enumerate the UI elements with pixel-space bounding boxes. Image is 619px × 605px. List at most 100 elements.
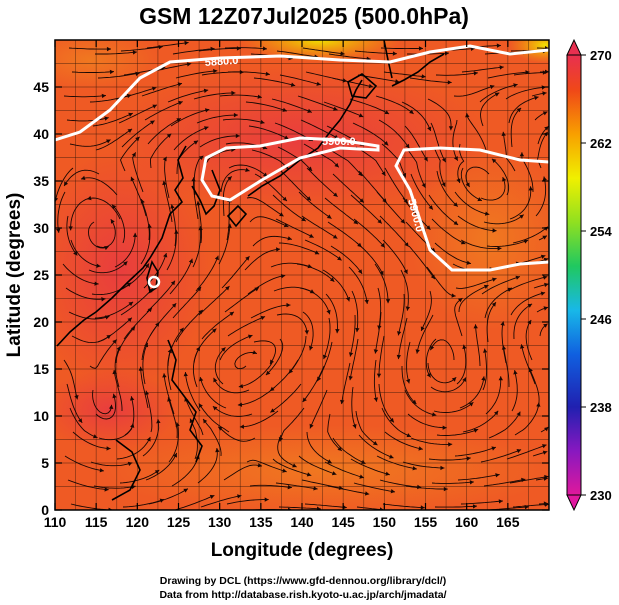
- streamline-arrow: [166, 133, 172, 138]
- streamline-arrow: [112, 393, 117, 399]
- streamline-arrow: [456, 178, 461, 183]
- credit-drawing: Drawing by DCL (https://www.gfd-dennou.o…: [160, 575, 446, 587]
- streamline: [430, 377, 467, 393]
- streamline-arrow: [542, 275, 548, 280]
- streamline-arrow: [171, 303, 177, 308]
- streamline: [384, 431, 423, 450]
- streamline-arrow: [235, 133, 240, 139]
- streamline: [121, 120, 155, 148]
- streamline-arrow: [353, 219, 358, 225]
- streamline: [485, 376, 502, 415]
- streamline: [397, 293, 405, 336]
- streamline: [428, 457, 471, 461]
- streamline: [352, 122, 389, 146]
- streamline: [252, 235, 293, 247]
- streamline: [491, 158, 510, 196]
- streamline-arrow: [385, 299, 391, 304]
- streamline-arrow: [135, 136, 140, 142]
- streamline-arrow: [397, 331, 402, 336]
- streamline: [164, 156, 170, 199]
- streamline: [140, 223, 151, 265]
- streamline: [410, 437, 453, 445]
- streamline: [249, 484, 292, 489]
- streamline-arrow: [282, 468, 287, 473]
- streamline-arrow: [302, 397, 307, 402]
- streamline-arrow: [189, 418, 194, 424]
- streamline-arrow: [420, 326, 425, 331]
- streamline: [238, 362, 273, 388]
- streamline: [227, 316, 266, 337]
- streamline-arrow: [451, 293, 456, 298]
- streamline: [297, 95, 338, 111]
- grid: [55, 40, 549, 510]
- streamline: [374, 311, 382, 354]
- streamline-arrow: [282, 196, 287, 201]
- x-tick-label: 145: [331, 514, 355, 530]
- warm-core-south: [55, 370, 180, 450]
- streamline: [328, 53, 371, 60]
- streamline: [457, 474, 500, 481]
- streamline-arrow: [167, 348, 172, 354]
- streamline: [332, 437, 366, 465]
- streamline: [198, 285, 230, 316]
- streamline-arrow: [542, 235, 547, 240]
- streamline-arrow: [270, 386, 275, 391]
- streamline: [221, 255, 250, 289]
- streamline: [71, 71, 115, 73]
- streamline-arrow: [358, 113, 364, 118]
- streamline: [302, 311, 314, 351]
- streamline-arrow: [314, 250, 320, 255]
- streamline: [93, 485, 136, 489]
- streamline: [405, 485, 448, 490]
- plot-area: [55, 40, 549, 510]
- streamline: [140, 366, 149, 409]
- streamline-arrow: [543, 306, 548, 311]
- streamline-arrow: [78, 418, 83, 423]
- streamline-arrow: [287, 485, 292, 490]
- streamline: [409, 77, 452, 83]
- y-tick-label: 30: [33, 220, 49, 236]
- contour-5880: [55, 44, 549, 142]
- streamline-arrow: [155, 322, 160, 327]
- streamline-arrow: [333, 106, 338, 111]
- streamline-arrow: [373, 349, 379, 354]
- coastline-taiwan: [146, 260, 159, 294]
- streamline-arrow: [542, 450, 548, 455]
- streamline: [454, 297, 463, 337]
- streamline-arrow: [112, 369, 117, 375]
- streamline: [486, 239, 529, 247]
- streamline: [219, 334, 253, 361]
- streamline: [509, 475, 549, 484]
- streamline-arrow: [55, 197, 59, 202]
- streamline-arrow: [417, 484, 422, 490]
- streamline-arrow: [383, 141, 389, 146]
- streamline-arrow: [282, 107, 287, 112]
- streamline-arrow: [162, 373, 167, 378]
- streamline: [324, 461, 364, 479]
- streamline: [479, 83, 518, 103]
- streamline: [193, 177, 199, 220]
- streamline-arrow: [441, 182, 446, 187]
- streamline: [95, 128, 133, 151]
- streamline-arrow: [96, 263, 101, 268]
- streamline-arrow: [162, 156, 167, 162]
- streamline: [514, 402, 540, 436]
- streamline: [525, 319, 533, 361]
- streamline: [401, 366, 417, 405]
- streamline-arrow: [309, 289, 315, 294]
- streamline-arrow: [473, 71, 478, 76]
- streamline-arrow: [528, 186, 533, 191]
- coastline-borneo: [111, 439, 141, 501]
- streamline-arrow: [221, 347, 226, 352]
- streamline: [400, 269, 409, 311]
- orange-region-east: [410, 150, 549, 330]
- streamline: [349, 338, 359, 381]
- streamline: [306, 167, 338, 198]
- streamline: [486, 301, 497, 343]
- streamline: [376, 455, 417, 470]
- streamline-arrow: [326, 309, 331, 315]
- streamline-arrow: [309, 345, 314, 351]
- streamline-arrow: [418, 46, 423, 51]
- streamline: [118, 104, 158, 124]
- streamline: [219, 94, 262, 98]
